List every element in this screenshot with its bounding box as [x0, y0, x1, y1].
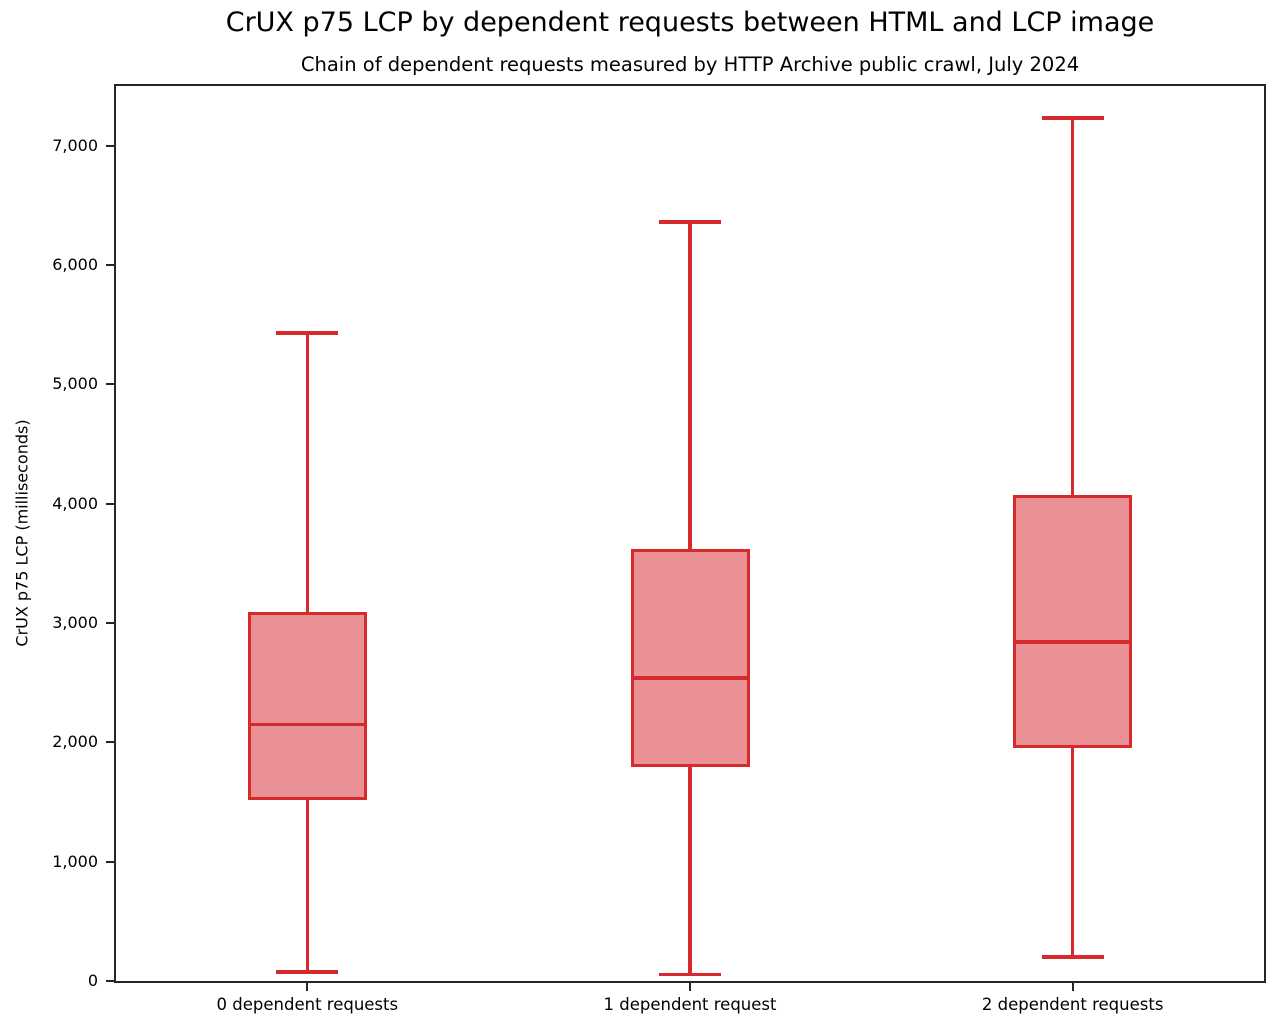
boxplot-cap-bottom	[276, 970, 339, 974]
y-tick-mark	[106, 980, 114, 982]
x-tick-label: 2 dependent requests	[981, 995, 1164, 1014]
y-tick-mark	[106, 502, 114, 505]
y-tick-mark	[106, 860, 114, 863]
y-tick-label: 3,000	[52, 613, 98, 632]
y-tick-mark	[106, 383, 114, 386]
boxplot-box	[630, 549, 750, 768]
chart-title: CrUX p75 LCP by dependent requests betwe…	[225, 7, 1155, 38]
y-tick-mark	[106, 622, 114, 624]
boxplot-median-line	[630, 676, 750, 680]
x-tick-mark	[1071, 983, 1074, 991]
x-tick-label: 1 dependent request	[603, 995, 777, 1014]
x-tick-mark	[689, 983, 691, 991]
y-tick-label: 4,000	[52, 493, 98, 513]
boxplot-cap-top	[1041, 116, 1104, 120]
boxplot-cap-bottom	[659, 972, 721, 977]
boxplot-cap-top	[276, 331, 339, 335]
y-tick-label: 7,000	[52, 135, 98, 155]
chart-subtitle: Chain of dependent requests measured by …	[300, 53, 1080, 76]
x-tick-mark	[306, 983, 309, 991]
boxplot-box	[247, 612, 367, 800]
y-tick-label: 0	[87, 971, 98, 990]
y-tick-label: 6,000	[52, 255, 98, 274]
boxplot-box	[1013, 495, 1133, 749]
boxplot-median-line	[1013, 640, 1133, 644]
boxplot-cap-bottom	[1041, 955, 1104, 959]
y-tick-mark	[106, 264, 114, 266]
x-tick-label: 0 dependent requests	[216, 995, 399, 1014]
boxplot-cap-top	[659, 220, 721, 224]
y-tick-label: 5,000	[52, 374, 98, 394]
y-tick-mark	[106, 144, 114, 147]
y-tick-label: 2,000	[52, 732, 98, 752]
y-tick-label: 1,000	[52, 851, 98, 871]
boxplot-median-line	[247, 722, 367, 727]
y-tick-mark	[106, 741, 114, 744]
